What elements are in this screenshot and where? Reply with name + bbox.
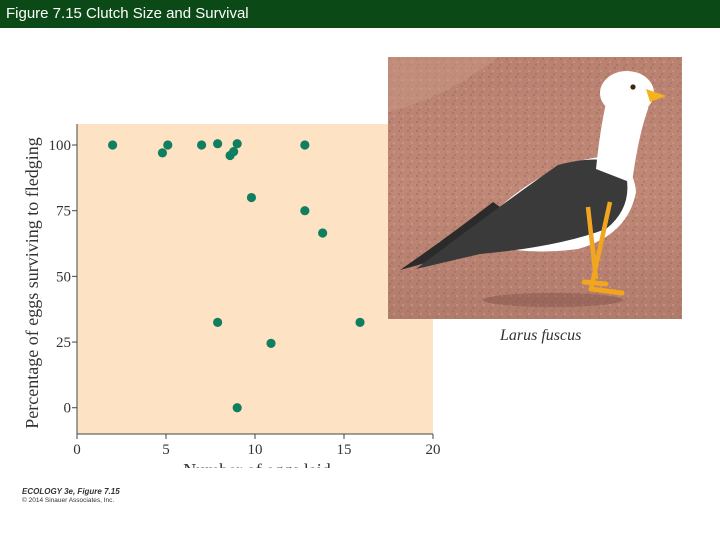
data-point-11: [318, 228, 328, 238]
x-tick-label-2: 10: [248, 442, 263, 458]
data-point-14: [232, 403, 242, 413]
data-point-13: [266, 338, 276, 348]
data-point-0: [108, 140, 118, 150]
data-point-9: [300, 140, 310, 150]
credit-line-2: © 2014 Sinauer Associates, Inc.: [22, 497, 115, 504]
figure-title: Figure 7.15 Clutch Size and Survival: [6, 5, 249, 22]
credit-line-1: ECOLOGY 3e, Figure 7.15: [22, 487, 120, 496]
gull-photo: [388, 57, 682, 319]
plot-area: [77, 124, 433, 434]
data-point-8: [246, 192, 257, 203]
x-tick-label-3: 15: [337, 442, 352, 458]
x-tick-label-4: 20: [426, 442, 441, 458]
data-point-4: [213, 139, 223, 149]
title-bar: Figure 7.15 Clutch Size and Survival: [0, 0, 720, 28]
scatter-chart: 0 5 10 15 20 0 25 50 75 100 Number of eggs laid P…: [22, 124, 441, 468]
data-point-7: [232, 139, 242, 149]
gull-illustration: [388, 57, 682, 319]
y-tick-label-0: 0: [64, 401, 72, 417]
data-point-6: [229, 146, 239, 157]
species-caption: Larus fuscus: [500, 327, 582, 344]
data-point-10: [300, 206, 310, 216]
data-point-1: [157, 148, 168, 158]
y-tick-label-3: 75: [56, 204, 71, 220]
data-point-3: [197, 140, 207, 150]
data-point-2: [163, 140, 173, 150]
x-tick-label-0: 0: [73, 442, 81, 458]
data-point-15: [355, 317, 365, 327]
source-credit: ECOLOGY 3e, Figure 7.15 © 2014 Sinauer A…: [22, 487, 120, 504]
x-tick-label-1: 5: [162, 442, 170, 458]
data-point-12: [213, 317, 223, 327]
y-tick-label-2: 50: [56, 269, 71, 285]
x-axis-label: Number of eggs laid: [183, 460, 330, 468]
y-tick-label-1: 25: [56, 335, 71, 351]
y-axis-label: Percentage of eggs surviving to fledging: [22, 137, 42, 428]
y-tick-label-4: 100: [49, 138, 72, 154]
